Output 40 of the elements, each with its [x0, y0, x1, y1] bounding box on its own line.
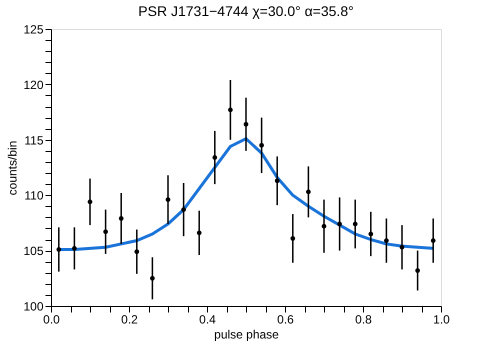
y-tick-label: 120 — [23, 78, 44, 92]
y-tick-label: 125 — [23, 22, 44, 36]
point — [103, 229, 108, 234]
point — [228, 108, 233, 112]
point — [384, 238, 389, 243]
point — [337, 222, 342, 226]
point — [259, 143, 264, 148]
point — [322, 224, 326, 229]
point — [244, 122, 248, 127]
point — [196, 230, 202, 236]
point — [166, 197, 170, 202]
point — [181, 207, 186, 212]
y-tick-label: 105 — [23, 244, 44, 258]
point — [118, 216, 124, 221]
point — [352, 222, 358, 226]
point — [400, 244, 404, 250]
y-tick-label: 115 — [24, 133, 44, 148]
point — [150, 276, 155, 281]
point — [72, 246, 77, 251]
point — [306, 190, 311, 194]
y-tick-label: 100 — [23, 300, 44, 314]
point — [134, 249, 140, 254]
point — [415, 268, 420, 273]
point — [430, 238, 436, 243]
point — [212, 155, 218, 160]
x-tick-label: 0.4 — [199, 312, 216, 326]
x-tick-label: 0.8 — [355, 312, 372, 326]
point — [88, 200, 92, 204]
point — [274, 178, 280, 184]
chart-title: PSR J1731−4744 χ=30.0° α=35.8° — [138, 3, 354, 19]
x-tick-label: 0.6 — [277, 312, 294, 326]
x-tick-label: 0.2 — [121, 312, 138, 326]
x-tick-label: 1.0 — [433, 312, 450, 326]
point — [368, 232, 374, 236]
y-axis-title: counts/bin — [5, 140, 20, 196]
x-tick-label: 0.0 — [43, 312, 60, 326]
y-tick-label: 110 — [24, 188, 44, 203]
point — [290, 236, 296, 241]
point — [56, 247, 62, 252]
x-axis-title: pulse phase — [214, 328, 280, 342]
